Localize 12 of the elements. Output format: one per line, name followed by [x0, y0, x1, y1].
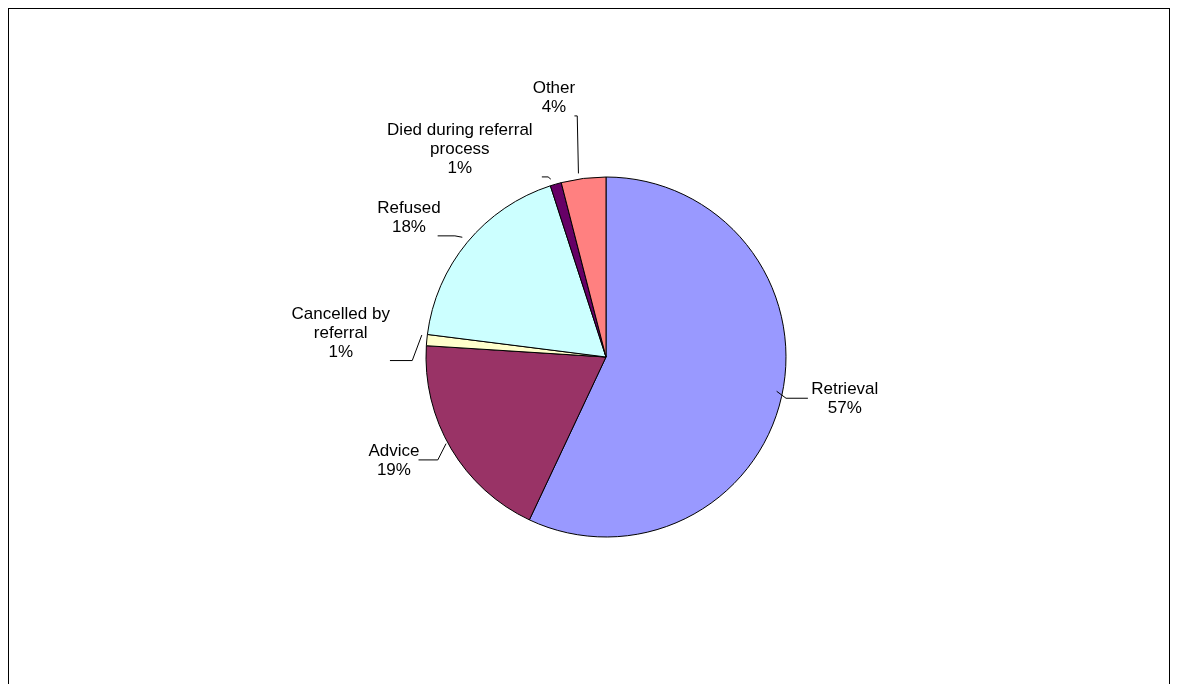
data-label: 1% — [328, 341, 354, 361]
slice-label: Retrieval — [811, 379, 879, 399]
data-label: 4% — [541, 96, 567, 116]
slice-label: Refused — [377, 197, 441, 217]
data-label: 19% — [376, 459, 411, 479]
slice-label: Advice — [368, 440, 420, 460]
slice-label: Other — [532, 77, 576, 97]
data-label: 1% — [447, 157, 473, 177]
data-label: 18% — [391, 216, 426, 236]
slice-label: Cancelled by referral — [291, 303, 391, 342]
data-label: 57% — [827, 398, 862, 418]
slice-label: Died during referral process — [387, 119, 533, 158]
